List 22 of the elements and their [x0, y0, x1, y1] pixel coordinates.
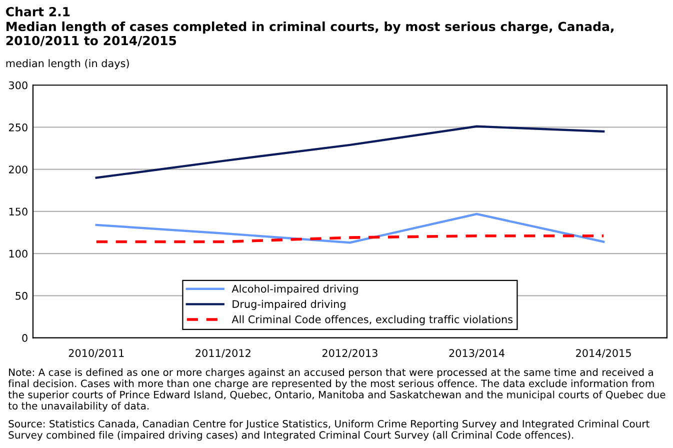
chart-subtitle: Median length of cases completed in criminal courts, by most serious charge, Canada, 2010/2011 to 2014/2015	[6, 22, 614, 46]
line-series	[95, 125, 605, 179]
line-series	[95, 212, 605, 244]
legend-label: All Criminal Code offences, excluding traffic violations	[232, 315, 513, 326]
y-tick-label: 250	[8, 123, 28, 132]
x-tick-label: 2010/2011	[68, 349, 124, 358]
x-tick-label: 2014/2015	[576, 349, 631, 358]
source-note: Source: Statistics Canada, Canadian Centre for Justice Statistics, Uniform Crime Reporting Survey and Integrated Criminal Court Survey combined file (impaired driving cases) and Integrated Criminal Court Survey (all Criminal Code offences).	[8, 420, 650, 441]
y-tick-label: 200	[8, 166, 28, 174]
text: Note: A case is defined as one or more charges against an accused person that were processed at the same time and received a final decision. Cases with more than one charge are represented by the most serious offence. The data exclude information from the superior courts of Prince Edward Island, Quebec, Ontario, Manitoba and Saskatchewan and the municipal courts of Quebec due to the unavailability of data.	[8, 368, 666, 412]
x-tick-label: 2011/2012	[196, 349, 250, 358]
y-axis-title: median length (in days)	[6, 59, 129, 70]
y-tick-label: 50	[16, 292, 28, 300]
y-tick-label: 150	[9, 208, 28, 216]
x-tick-label: 2013/2014	[449, 349, 504, 358]
x-tick-label: 2012/2013	[322, 349, 378, 358]
chart-title: Chart 2.1	[6, 6, 70, 16]
legend-label: Drug-impaired driving	[232, 300, 346, 310]
y-tick-label: 300	[9, 81, 28, 90]
y-tick-label: 0	[22, 334, 28, 342]
legend-label: Alcohol-impaired driving	[232, 284, 358, 295]
y-tick-label: 100	[9, 250, 28, 258]
